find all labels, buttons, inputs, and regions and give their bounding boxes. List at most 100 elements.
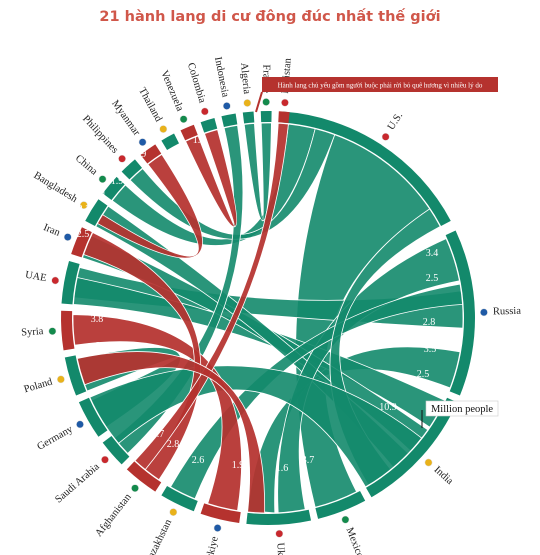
value-label: 2.2 (78, 204, 91, 215)
country-label: Iran (42, 222, 62, 239)
flag-icon (48, 327, 57, 336)
country-arc (85, 199, 108, 226)
flag-icon (381, 132, 390, 141)
country-arc (246, 509, 312, 525)
country-arc (281, 111, 451, 226)
country-label: India (432, 464, 456, 487)
country-arc (200, 118, 218, 133)
country-arc (60, 310, 75, 351)
country-label: Saudi Arabia (53, 461, 102, 505)
value-label: 2.5 (417, 369, 430, 380)
value-label: 2.6 (192, 455, 205, 466)
flag-icon (51, 276, 60, 285)
flag-icon (480, 308, 488, 317)
value-label: 2.1 (94, 188, 107, 199)
flag-icon (131, 484, 139, 493)
country-arc (278, 111, 290, 124)
value-label: 1.9 (232, 460, 245, 471)
country-label: China (73, 153, 100, 178)
country-label: Kazakhstan (143, 517, 175, 555)
flag-icon (262, 98, 270, 106)
value-label: 3.4 (426, 248, 439, 259)
corridor-ribbon-19 (185, 129, 238, 228)
country-arc (61, 260, 80, 305)
country-label: Indonesia (212, 56, 231, 99)
value-label: 2.5 (426, 273, 439, 284)
country-arc (200, 503, 241, 523)
flag-icon (101, 455, 109, 464)
country-arc (315, 491, 366, 519)
flag-icon (275, 529, 284, 538)
flag-icon (63, 233, 72, 241)
country-arc (140, 144, 162, 164)
value-label: 2.5 (77, 229, 90, 240)
value-label: 2.2 (96, 341, 109, 352)
value-label: 3.8 (91, 314, 104, 325)
value-label: 1.7 (152, 429, 165, 440)
corridor-ribbon-17 (134, 122, 289, 471)
country-arc (180, 124, 198, 141)
corridor-ribbon-20 (76, 351, 266, 514)
flag-icon (169, 508, 178, 516)
value-label: 1.9 (134, 149, 147, 160)
country-arc (78, 397, 108, 437)
country-arc (121, 159, 143, 180)
flag-icon (179, 115, 188, 124)
value-label: 1.9 (111, 176, 124, 187)
annotation-text: Hành lang chủ yếu gồm người buộc phải rờ… (278, 82, 483, 90)
country-label: Venezuela (158, 69, 185, 113)
corridor-ribbon-3 (73, 276, 446, 428)
value-labels: 3.42.52.83.52.510.93.71.61.92.62.81.72.2… (77, 135, 439, 474)
country-label: Ukraine (274, 542, 287, 555)
flag-icon (341, 515, 350, 524)
country-label: Bangladesh (32, 170, 80, 205)
country-arcs (60, 111, 475, 525)
flag-icon (79, 201, 88, 209)
chart-title: 21 hành lang di cư đông đúc nhất thế giớ… (99, 9, 441, 25)
value-label: 1.6 (276, 463, 289, 474)
country-arc (242, 111, 255, 124)
country-label: Türkiye (202, 535, 221, 555)
country-arc (221, 113, 238, 128)
flag-icon (98, 175, 107, 184)
country-label: UAE (24, 270, 47, 285)
flag-icon (213, 524, 222, 532)
value-label: 10.9 (379, 402, 397, 413)
flag-icon (159, 125, 168, 133)
country-label: Myanmar (109, 98, 142, 138)
country-label: Russia (493, 306, 522, 318)
value-label: 1.7 (193, 135, 206, 146)
flag-icon (57, 375, 65, 384)
legend-label: Million people (431, 404, 493, 415)
flag-icon (222, 102, 231, 110)
country-arc (71, 227, 92, 258)
country-arc (161, 133, 180, 150)
corridor-ribbon-14 (89, 365, 423, 488)
value-label: 2.8 (423, 317, 436, 328)
value-label: 1.8 (169, 150, 182, 161)
country-label: Algeria (238, 62, 252, 95)
country-arc (102, 435, 130, 465)
flag-icon (200, 107, 209, 116)
legend-box (425, 400, 499, 417)
country-label: Colombia (185, 62, 208, 105)
country-label: Poland (23, 376, 55, 395)
corridor-ribbon-18 (96, 153, 203, 259)
country-arc (102, 176, 125, 201)
country-arc (445, 230, 475, 396)
flag-icon (243, 99, 252, 107)
corridor-ribbon-6 (277, 238, 460, 514)
country-label: U.S. (386, 111, 405, 133)
value-label: 3.7 (302, 455, 315, 466)
value-label: 2.8 (167, 439, 180, 450)
flag-icon (118, 154, 126, 163)
ribbons (72, 122, 464, 514)
value-label: 3.5 (424, 344, 437, 355)
corridor-ribbon-9 (129, 128, 336, 240)
flag-icon (76, 420, 84, 429)
flag-icon (138, 138, 147, 147)
flag-icon (424, 458, 433, 467)
country-label: Thailand (136, 86, 164, 125)
country-label: Syria (21, 326, 44, 338)
